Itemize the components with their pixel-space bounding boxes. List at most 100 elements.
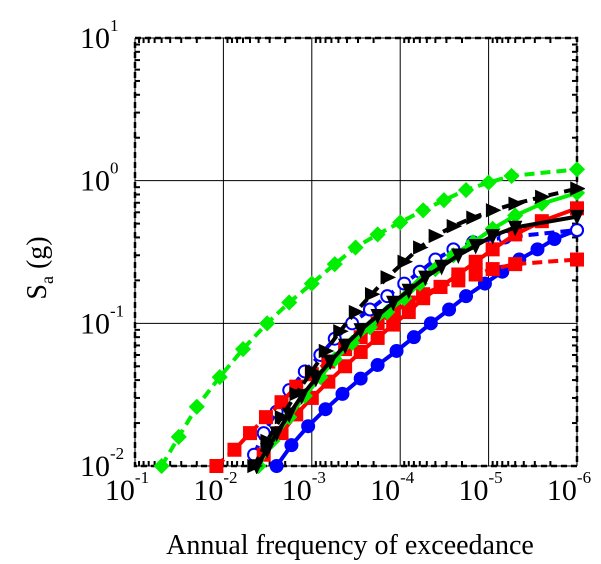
data-point — [434, 259, 449, 276]
y-axis-title-sub: a — [37, 276, 57, 284]
x-tick-label: 10-1 — [105, 468, 149, 507]
x-tick-exponent: -2 — [223, 468, 237, 487]
data-point — [153, 457, 170, 474]
x-tick-base: 10 — [370, 474, 400, 507]
x-tick-base: 10 — [282, 474, 312, 507]
y-axis-title-main: S — [22, 284, 53, 300]
data-point — [170, 428, 187, 445]
data-point — [466, 210, 482, 225]
data-point — [468, 254, 483, 269]
data-point — [370, 330, 385, 345]
y-tick-base: 10 — [80, 450, 110, 483]
data-point — [535, 189, 551, 205]
x-tick-exponent: -5 — [489, 468, 503, 487]
x-tick-base: 10 — [547, 474, 577, 507]
y-tick-base: 10 — [80, 22, 110, 55]
data-point — [348, 304, 365, 320]
data-point — [386, 317, 401, 332]
data-point — [570, 223, 584, 238]
data-point — [468, 238, 483, 255]
series-1 — [153, 161, 585, 474]
data-point — [284, 438, 299, 453]
data-point — [211, 369, 228, 386]
data-point — [570, 181, 585, 196]
data-point — [369, 226, 386, 243]
x-tick-exponent: -6 — [577, 468, 591, 487]
data-point — [423, 316, 438, 331]
data-point — [243, 426, 258, 441]
data-point — [468, 267, 483, 282]
plot-frame — [133, 36, 579, 468]
x-tick-label: 10-5 — [459, 468, 503, 507]
data-point — [451, 248, 466, 265]
x-axis-title: Annual frequency of exceedance — [166, 530, 534, 561]
x-tick-label: 10-4 — [370, 468, 415, 507]
data-point — [389, 343, 404, 358]
data-point — [570, 252, 584, 267]
data-point — [428, 228, 445, 244]
x-tick-exponent: -1 — [135, 468, 149, 487]
data-point — [568, 161, 585, 178]
data-point — [353, 371, 368, 386]
data-point — [370, 309, 385, 325]
data-point — [508, 257, 523, 272]
data-point — [326, 256, 343, 273]
x-tick-base: 10 — [459, 474, 489, 507]
data-point — [569, 209, 585, 226]
data-point — [413, 240, 429, 255]
y-tick-exponent: 0 — [110, 159, 119, 178]
y-tick-exponent: 1 — [110, 16, 119, 35]
data-point — [274, 409, 291, 425]
data-point — [335, 386, 350, 401]
data-point — [281, 294, 298, 311]
data-point — [269, 426, 284, 442]
y-tick-exponent: -2 — [110, 444, 124, 463]
data-point — [364, 287, 381, 302]
data-point — [353, 323, 368, 339]
data-point — [188, 398, 205, 415]
data-point — [386, 295, 401, 312]
data-point — [401, 283, 416, 300]
y-axis-title: Sa (g) — [22, 236, 57, 299]
data-point — [435, 192, 453, 209]
y-tick-base: 10 — [80, 165, 110, 198]
series-8 — [249, 209, 585, 474]
y-tick-label: 101 — [80, 16, 119, 55]
data-point — [227, 442, 242, 457]
data-point — [480, 174, 497, 191]
x-tick-label: 10-6 — [547, 468, 591, 507]
data-point — [397, 254, 414, 269]
data-point — [401, 305, 416, 320]
data-point — [274, 395, 289, 410]
data-point — [234, 341, 252, 358]
x-tick-label: 10-3 — [282, 468, 326, 507]
data-point — [269, 459, 284, 473]
x-tick-label: 10-2 — [193, 468, 237, 507]
data-point — [485, 262, 500, 277]
data-point — [459, 289, 474, 304]
data-point — [530, 242, 545, 257]
data-point — [485, 242, 500, 257]
data-point — [308, 371, 324, 388]
y-tick-exponent: -1 — [110, 301, 124, 320]
data-point — [301, 419, 316, 434]
x-tick-exponent: -4 — [400, 468, 415, 487]
data-point — [333, 324, 349, 339]
data-point — [451, 267, 466, 282]
data-point — [457, 181, 475, 199]
data-point — [337, 338, 353, 355]
data-point — [485, 229, 500, 245]
data-point — [347, 239, 364, 256]
y-tick-label: 100 — [80, 159, 119, 198]
x-tick-base: 10 — [105, 474, 135, 507]
data-point — [370, 358, 385, 373]
y-tick-label: 10-1 — [80, 301, 124, 340]
data-point — [508, 196, 525, 211]
y-tick-base: 10 — [80, 307, 110, 340]
y-axis-title-rest: (g) — [22, 236, 53, 276]
data-point — [415, 202, 432, 219]
series-7 — [247, 181, 585, 474]
series-6 — [250, 184, 585, 474]
data-point — [433, 279, 448, 294]
data-point — [353, 344, 368, 359]
